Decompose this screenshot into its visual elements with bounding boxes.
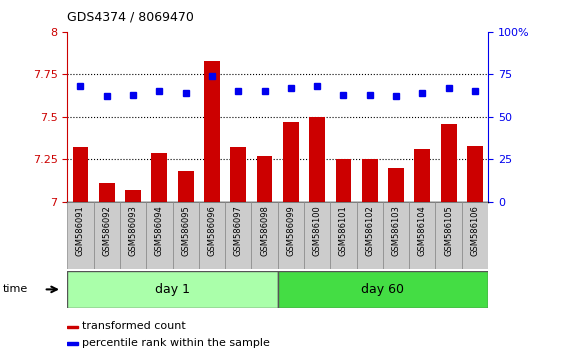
Text: GSM586099: GSM586099 (286, 205, 295, 256)
Bar (383, 202, 409, 269)
Text: GSM586101: GSM586101 (339, 205, 348, 256)
Text: transformed count: transformed count (82, 321, 186, 331)
Bar (283, 122, 298, 202)
Bar (357, 202, 383, 269)
Text: GSM586100: GSM586100 (312, 205, 321, 256)
Bar (204, 61, 220, 202)
Text: GSM586096: GSM586096 (208, 205, 217, 256)
Bar (467, 146, 483, 202)
Text: day 60: day 60 (361, 283, 404, 296)
Text: GSM586091: GSM586091 (76, 205, 85, 256)
Bar (278, 271, 488, 308)
Text: time: time (3, 284, 28, 295)
Text: GSM586097: GSM586097 (234, 205, 243, 256)
Bar (67, 342, 78, 345)
Bar (409, 202, 435, 269)
Bar (415, 149, 430, 202)
Bar (388, 168, 404, 202)
Bar (67, 326, 78, 328)
Bar (151, 153, 167, 202)
Bar (120, 202, 146, 269)
Bar (67, 202, 94, 269)
Bar (335, 159, 351, 202)
Bar (330, 202, 357, 269)
Bar (72, 147, 89, 202)
Text: percentile rank within the sample: percentile rank within the sample (82, 338, 270, 348)
Text: day 1: day 1 (155, 283, 190, 296)
Bar (362, 159, 378, 202)
Text: GSM586105: GSM586105 (444, 205, 453, 256)
Bar (67, 271, 278, 308)
Text: GSM586102: GSM586102 (365, 205, 374, 256)
Bar (304, 202, 330, 269)
Bar (441, 124, 457, 202)
Text: GSM586092: GSM586092 (102, 205, 111, 256)
Bar (278, 202, 304, 269)
Text: GSM586103: GSM586103 (392, 205, 401, 256)
Bar (309, 117, 325, 202)
Text: GSM586093: GSM586093 (128, 205, 137, 256)
Bar (231, 147, 246, 202)
Text: GSM586106: GSM586106 (471, 205, 480, 256)
Bar (99, 183, 114, 202)
Bar (199, 202, 225, 269)
Bar (146, 202, 173, 269)
Bar (462, 202, 488, 269)
Text: GSM586098: GSM586098 (260, 205, 269, 256)
Bar (257, 156, 273, 202)
Text: GDS4374 / 8069470: GDS4374 / 8069470 (67, 11, 194, 24)
Bar (125, 190, 141, 202)
Text: GSM586095: GSM586095 (181, 205, 190, 256)
Text: GSM586104: GSM586104 (418, 205, 427, 256)
Bar (94, 202, 120, 269)
Bar (178, 171, 194, 202)
Bar (251, 202, 278, 269)
Bar (173, 202, 199, 269)
Bar (435, 202, 462, 269)
Text: GSM586094: GSM586094 (155, 205, 164, 256)
Bar (225, 202, 251, 269)
